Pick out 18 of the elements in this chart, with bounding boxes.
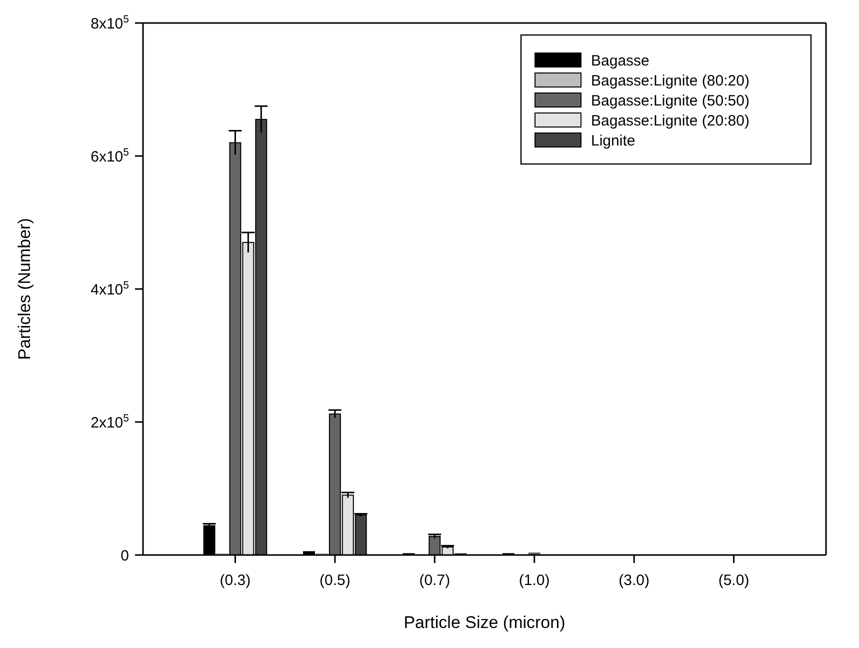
y-tick-label: 4x10$^{5}$ (90, 279, 130, 298)
x-tick-label: (0.5) (320, 572, 350, 589)
legend-label: Bagasse:Lignite (80:20) (591, 72, 750, 90)
x-tick-label: (0.7) (419, 572, 450, 589)
x-axis-title: Particle Size (micron) (404, 613, 566, 632)
legend-label: Bagasse:Lignite (20:80) (591, 112, 750, 130)
y-axis-title: Particles (Number) (15, 218, 34, 360)
y-tick-label: 2x10$^{5}$ (90, 412, 130, 432)
x-tick-label: (0.3) (220, 572, 251, 589)
x-tick-label: (5.0) (718, 572, 750, 589)
legend-label: Bagasse (591, 52, 650, 70)
legend-label: Lignite (591, 132, 636, 150)
y-tick-label: 0 (120, 547, 129, 564)
y-tick-label: 6x10$^{5}$ (90, 146, 130, 166)
legend-label: Bagasse:Lignite (50:50) (591, 92, 750, 110)
x-tick-label: (1.0) (518, 572, 550, 589)
y-tick-label: 8x10$^{5}$ (90, 13, 130, 32)
x-tick-label: (3.0) (618, 572, 650, 589)
